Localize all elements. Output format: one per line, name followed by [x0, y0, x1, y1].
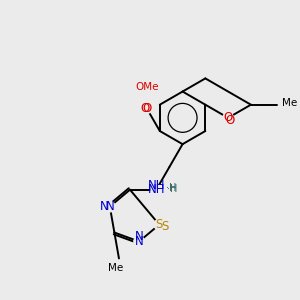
Circle shape [223, 112, 233, 123]
Text: S: S [161, 220, 168, 232]
Text: O: O [141, 102, 150, 115]
Circle shape [105, 201, 115, 212]
Text: NH: NH [148, 179, 165, 192]
Text: ·H: ·H [166, 183, 176, 193]
Circle shape [141, 103, 152, 113]
Text: N: N [135, 235, 143, 248]
Text: ·H: ·H [167, 184, 178, 194]
Text: Me: Me [108, 263, 124, 273]
Text: OMe: OMe [135, 82, 158, 92]
Circle shape [134, 236, 144, 247]
Text: NH: NH [148, 183, 165, 196]
Text: O: O [225, 114, 234, 127]
Text: N: N [105, 200, 114, 213]
Circle shape [151, 184, 161, 195]
Circle shape [154, 219, 164, 230]
Text: N: N [100, 200, 109, 213]
Text: O: O [142, 102, 151, 115]
Text: S: S [156, 218, 163, 231]
Text: O: O [224, 111, 233, 124]
Text: N: N [135, 230, 143, 243]
Text: Me: Me [282, 98, 297, 108]
